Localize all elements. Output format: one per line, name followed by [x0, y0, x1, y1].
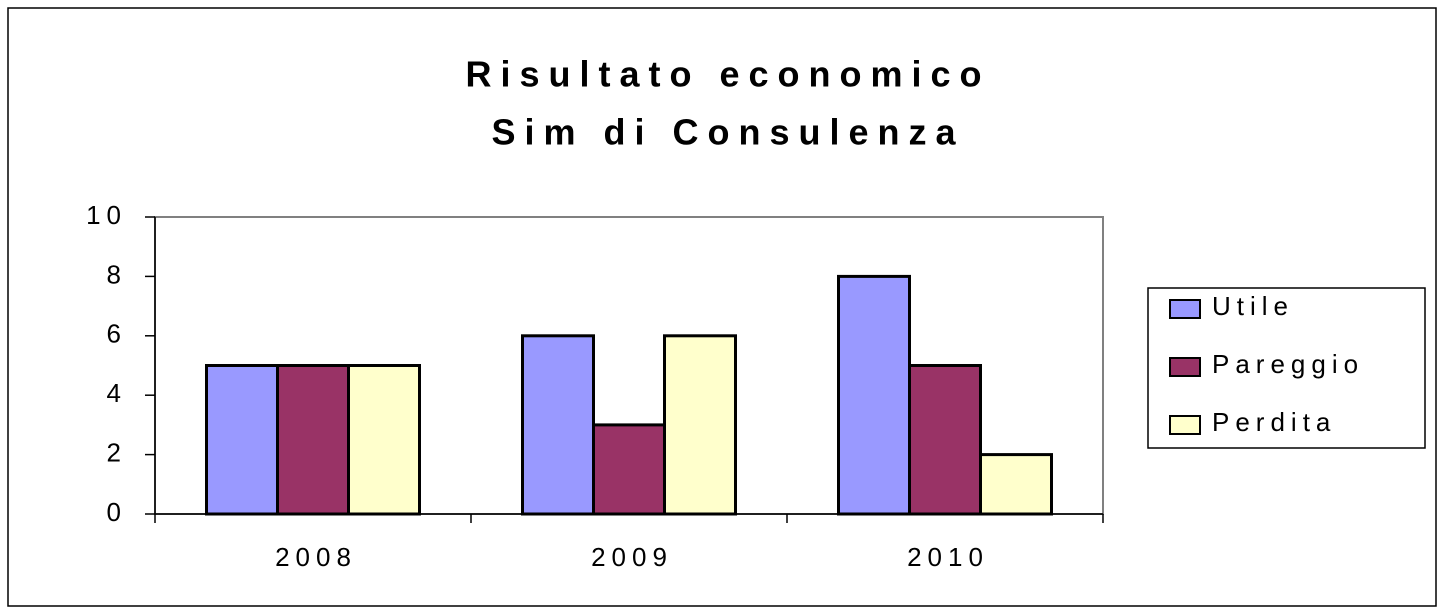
y-tick-label: 4	[107, 378, 127, 408]
bar	[663, 334, 737, 516]
bar	[979, 453, 1053, 516]
y-tick-label: 6	[107, 319, 127, 349]
bar	[908, 364, 982, 516]
x-tick-label: 2010	[907, 542, 989, 572]
bar	[205, 364, 279, 516]
bar	[837, 274, 911, 516]
legend-label: Perdita	[1212, 407, 1336, 437]
legend-label: Pareggio	[1212, 349, 1364, 379]
legend-swatch	[1169, 299, 1201, 319]
bar	[592, 423, 666, 516]
legend-swatch	[1169, 357, 1201, 377]
x-tick-label: 2009	[591, 542, 673, 572]
y-tick-label: 2	[107, 437, 127, 467]
y-tick-label: 10	[86, 200, 127, 230]
chart-title: Sim di Consulenza	[491, 112, 964, 153]
y-tick-label: 8	[107, 259, 127, 289]
y-tick-label: 0	[107, 497, 127, 527]
bar	[347, 364, 421, 516]
chart-title: Risultato economico	[465, 54, 990, 95]
legend-label: Utile	[1212, 291, 1294, 321]
legend-swatch	[1169, 415, 1201, 435]
bar	[276, 364, 350, 516]
x-tick-label: 2008	[275, 542, 357, 572]
bar	[521, 334, 595, 516]
